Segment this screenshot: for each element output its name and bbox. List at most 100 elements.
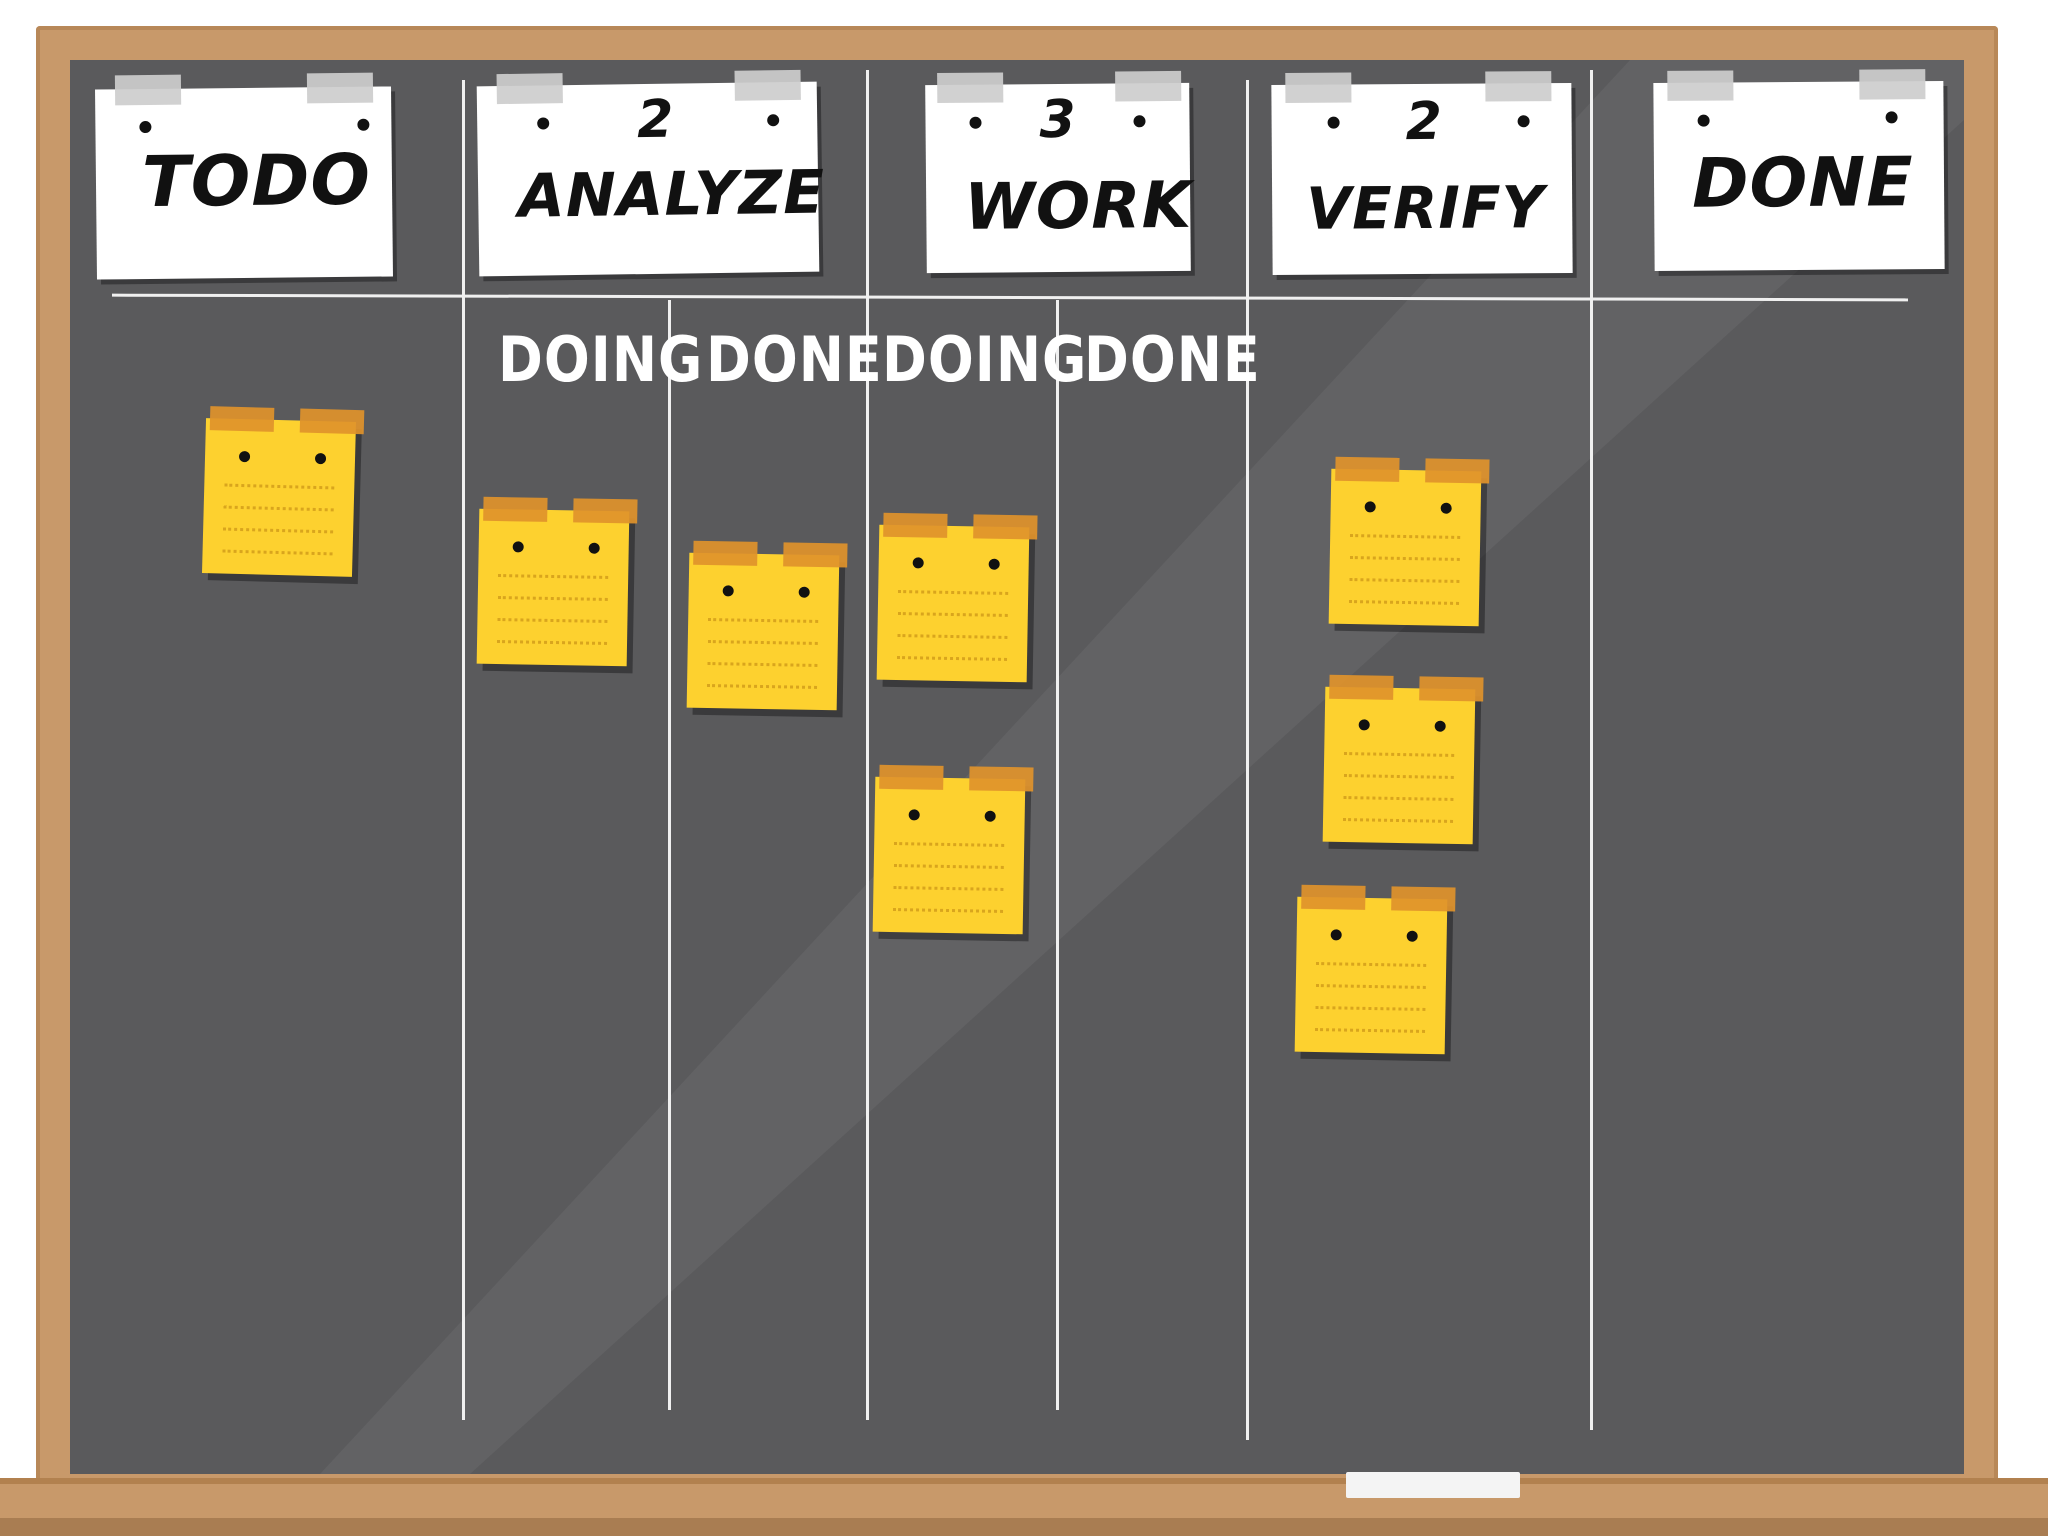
note-tape [969, 766, 1034, 792]
note-pin-icon [984, 810, 996, 822]
note-pin-icon [512, 541, 524, 553]
sticky-note[interactable] [1294, 884, 1456, 1055]
note-text-scribble [1315, 981, 1426, 989]
tape [1667, 70, 1734, 101]
tape [306, 72, 374, 104]
note-pin-icon [798, 586, 810, 598]
note-tape [693, 540, 758, 566]
note-text-scribble [1349, 597, 1460, 605]
pin-icon [1697, 114, 1710, 127]
tape [114, 74, 182, 106]
note-text-scribble [1349, 553, 1460, 561]
note-text-scribble [1344, 749, 1455, 757]
wip-limit-work: 3 [1039, 89, 1076, 151]
column-title-verify: VERIFY [1305, 173, 1545, 243]
column-title-done: DONE [1691, 143, 1914, 224]
sticky-note[interactable] [1328, 456, 1490, 627]
divider-work-verify [1246, 80, 1249, 1440]
note-tape [879, 764, 944, 790]
note-text-scribble [1343, 771, 1454, 779]
pin-icon [1133, 115, 1146, 128]
work-doing-label: DOING [882, 323, 1088, 396]
note-text-scribble [1349, 575, 1460, 583]
note-text-scribble [893, 883, 1004, 891]
divider-analyze-work [866, 70, 869, 1420]
divider-analyze-doing-done [668, 300, 671, 1410]
note-text-scribble [707, 659, 818, 667]
tape [734, 69, 801, 101]
column-title-todo: TODO [141, 138, 372, 224]
column-header-verify[interactable]: 2 VERIFY [1271, 71, 1573, 276]
column-header-todo[interactable]: TODO [95, 72, 393, 280]
note-text-scribble [1315, 1025, 1426, 1033]
wip-limit-analyze: 2 [636, 89, 674, 151]
note-text-scribble [497, 615, 608, 623]
note-pin-icon [912, 557, 924, 569]
note-tape [209, 406, 275, 432]
note-pin-icon [722, 585, 734, 597]
note-tape [573, 498, 638, 524]
note-pin-icon [1330, 929, 1342, 941]
chalk-tray-edge [0, 1518, 2048, 1536]
note-text-scribble [894, 839, 1005, 847]
sticky-note[interactable] [476, 496, 638, 667]
note-tape [783, 542, 848, 568]
note-tape [1335, 456, 1400, 482]
note-pin-icon [1440, 502, 1452, 514]
sticky-note[interactable] [686, 540, 848, 711]
column-title-analyze: ANALYZE [517, 157, 826, 232]
tape [1285, 72, 1352, 103]
note-text-scribble [222, 546, 333, 556]
note-tape [1301, 884, 1366, 910]
note-tape [1419, 676, 1484, 702]
column-header-done[interactable]: DONE [1653, 69, 1945, 272]
note-text-scribble [1315, 1003, 1426, 1011]
chalk-piece[interactable] [1346, 1472, 1520, 1498]
note-text-scribble [707, 637, 818, 645]
note-text-scribble [1343, 815, 1454, 823]
tape [496, 73, 563, 105]
note-text-scribble [1350, 531, 1461, 539]
note-text-scribble [497, 637, 608, 645]
note-text-scribble [1343, 793, 1454, 801]
sticky-note[interactable] [872, 764, 1034, 935]
note-pin-icon [988, 558, 1000, 570]
kanban-board: DOING DONE DOING DONE TODO 2 ANALYZE 3 W… [70, 60, 1964, 1474]
pin-icon [139, 120, 152, 134]
pin-icon [1885, 111, 1898, 124]
divider-work-doing-done [1056, 300, 1059, 1410]
pin-icon [357, 118, 370, 131]
note-text-scribble [897, 631, 1008, 639]
divider-todo-analyze [462, 80, 465, 1420]
note-tape [1425, 458, 1490, 484]
sticky-note[interactable] [201, 406, 365, 577]
tape [937, 72, 1004, 104]
sticky-note[interactable] [1322, 674, 1484, 845]
sticky-note[interactable] [876, 512, 1038, 683]
column-header-work[interactable]: 3 WORK [925, 70, 1193, 274]
column-title-work: WORK [963, 168, 1193, 245]
column-header-analyze[interactable]: 2 ANALYZE [476, 69, 826, 277]
note-text-scribble [893, 905, 1004, 913]
note-text-scribble [224, 480, 335, 490]
note-pin-icon [1434, 720, 1446, 732]
note-text-scribble [497, 593, 608, 601]
note-text-scribble [898, 587, 1009, 595]
analyze-doing-label: DOING [498, 323, 704, 396]
note-tape [883, 512, 948, 538]
pin-icon [1327, 116, 1340, 129]
pin-icon [969, 116, 982, 129]
divider-verify-done [1590, 70, 1593, 1430]
note-text-scribble [498, 571, 609, 579]
pin-icon [537, 117, 550, 130]
note-pin-icon [908, 809, 920, 821]
pin-icon [1517, 115, 1530, 128]
note-tape [973, 514, 1038, 540]
note-pin-icon [314, 452, 327, 465]
note-text-scribble [223, 524, 334, 534]
note-tape [1329, 674, 1394, 700]
note-text-scribble [897, 609, 1008, 617]
analyze-done-label: DONE [706, 323, 883, 396]
note-text-scribble [707, 681, 818, 689]
wip-limit-verify: 2 [1405, 91, 1442, 153]
